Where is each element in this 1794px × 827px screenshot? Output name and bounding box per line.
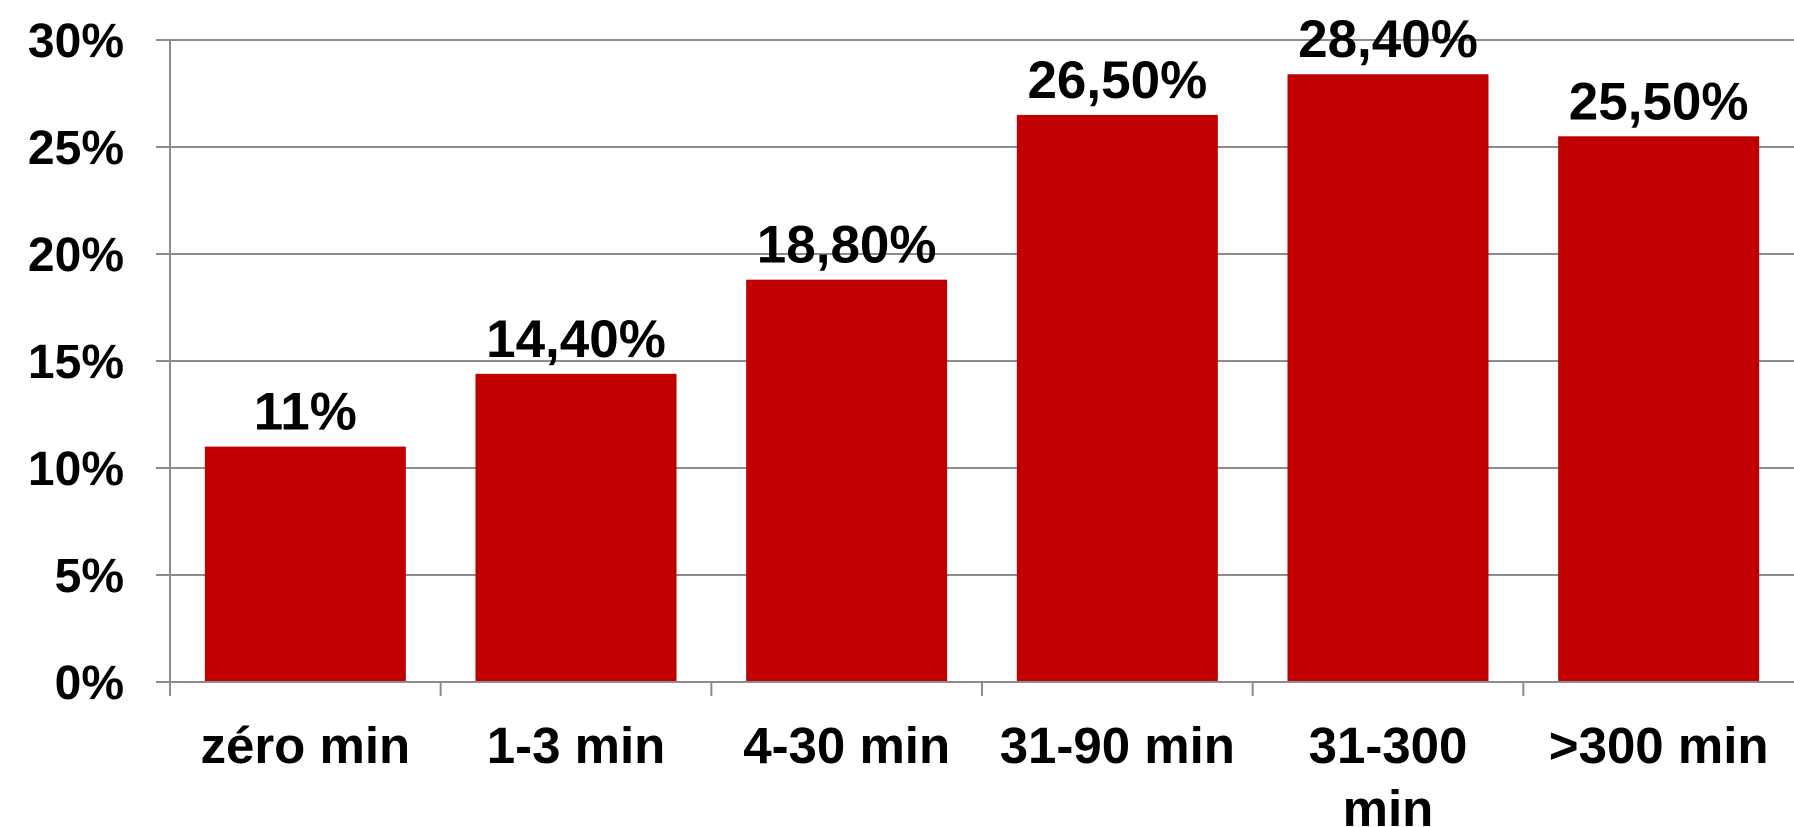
data-labels: 11% 14,40% 18,80% 26,50% 28,40% 25,50% bbox=[254, 10, 1749, 441]
bar bbox=[1016, 114, 1218, 682]
x-tick-label: zéro min bbox=[200, 717, 410, 774]
data-label: 28,40% bbox=[1298, 10, 1478, 69]
y-tick-label: 5% bbox=[55, 550, 124, 603]
y-tick-label: 15% bbox=[28, 336, 124, 389]
bar bbox=[204, 446, 406, 682]
y-tick-label: 0% bbox=[55, 657, 124, 710]
x-tick-label: 1-3 min bbox=[487, 717, 666, 774]
data-label: 25,50% bbox=[1569, 72, 1749, 131]
x-tick-label: 31-90 min bbox=[1000, 717, 1235, 774]
x-tick-label: >300 min bbox=[1549, 717, 1769, 774]
data-label: 26,50% bbox=[1027, 51, 1207, 110]
y-axis-ticks: 0% 5% 10% 15% 20% 25% 30% bbox=[28, 15, 170, 710]
data-label: 11% bbox=[254, 383, 357, 442]
bar bbox=[1558, 136, 1760, 683]
bar-series bbox=[204, 74, 1760, 683]
bar bbox=[746, 279, 948, 682]
y-tick-label: 10% bbox=[28, 443, 124, 496]
x-axis-ticks: zéro min 1-3 min 4-30 min 31-90 min 31-300 mi… bbox=[169, 682, 1769, 827]
y-tick-label: 30% bbox=[28, 15, 124, 68]
gridlines bbox=[170, 39, 1794, 576]
y-tick-label: 25% bbox=[28, 122, 124, 175]
y-tick-label: 20% bbox=[28, 229, 124, 282]
bar bbox=[475, 373, 677, 682]
x-tick-label: 4-30 min bbox=[743, 717, 950, 774]
x-tick-label: 31-300 min bbox=[1309, 717, 1468, 827]
data-label: 14,40% bbox=[486, 310, 666, 369]
data-label: 18,80% bbox=[757, 216, 937, 275]
bar bbox=[1287, 74, 1489, 683]
